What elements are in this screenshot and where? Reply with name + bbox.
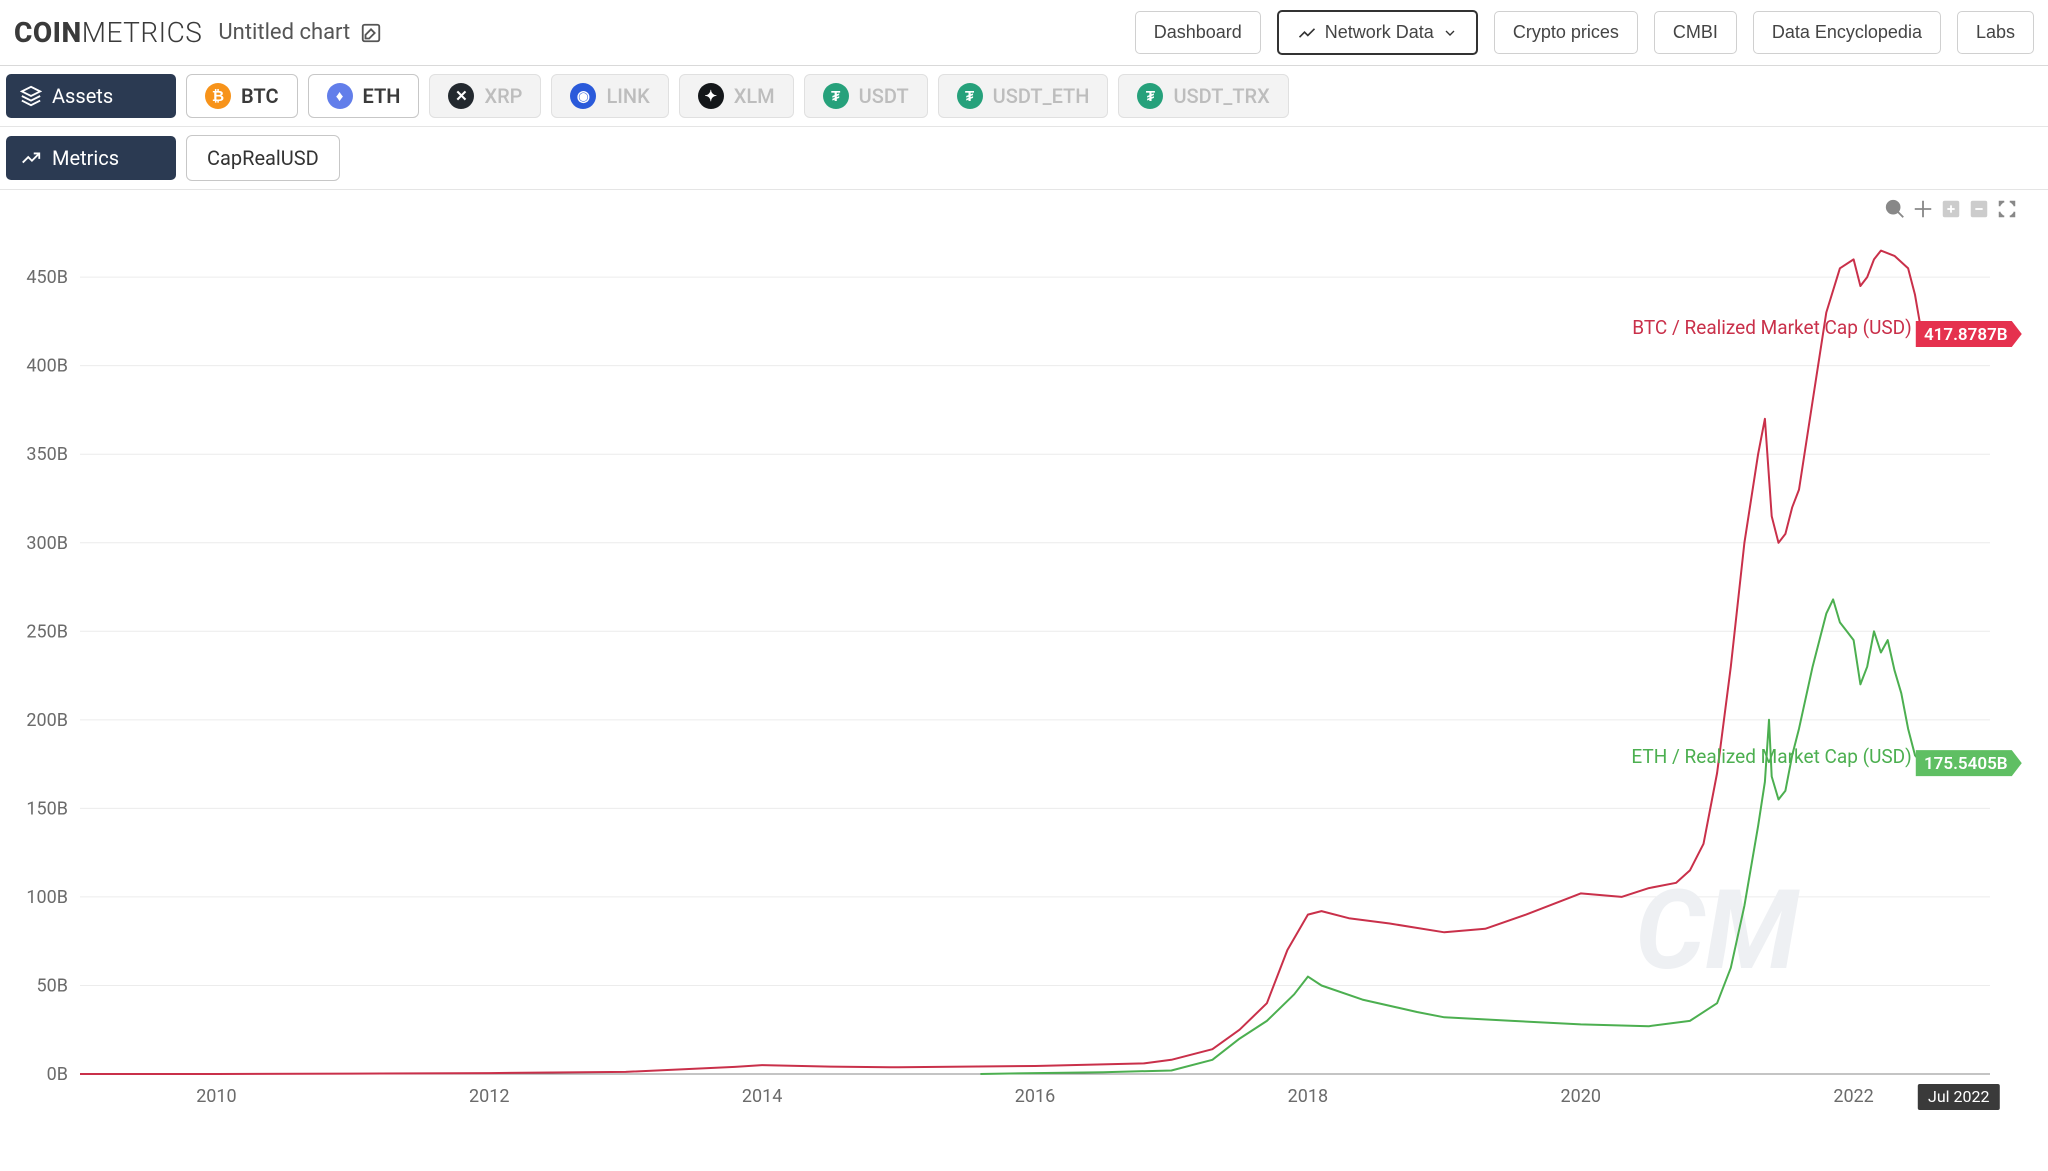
brand-light: METRICS — [82, 16, 203, 49]
asset-symbol: XLM — [734, 84, 775, 108]
metrics-label-text: Metrics — [52, 146, 119, 170]
asset-symbol: ETH — [363, 84, 401, 108]
chart-title-wrap: Untitled chart — [218, 20, 382, 45]
asset-chip-usdt[interactable]: ₮ USDT — [804, 74, 928, 118]
chevron-down-icon — [1442, 25, 1458, 41]
svg-text:2020: 2020 — [1560, 1086, 1600, 1107]
coin-icon-xlm: ✦ — [698, 83, 724, 109]
nav-crypto-prices[interactable]: Crypto prices — [1494, 11, 1638, 54]
svg-text:2016: 2016 — [1015, 1086, 1055, 1107]
nav-labs[interactable]: Labs — [1957, 11, 2034, 54]
metrics-label-chip[interactable]: Metrics — [6, 136, 176, 180]
nav-dashboard[interactable]: Dashboard — [1135, 11, 1261, 54]
series-label: BTC / Realized Market Cap (USD) — [1632, 316, 1912, 339]
metric-chip[interactable]: CapRealUSD — [186, 135, 340, 181]
asset-chip-usdt_trx[interactable]: ₮ USDT_TRX — [1118, 74, 1288, 118]
asset-chip-btc[interactable]: ₿ BTC — [186, 74, 298, 118]
nav-data-encyclopedia[interactable]: Data Encyclopedia — [1753, 11, 1941, 54]
chart-toolbar — [1884, 198, 2018, 220]
pan-icon[interactable] — [1912, 198, 1934, 220]
value-badge-text: 175.5405B — [1924, 754, 2008, 774]
asset-chip-link[interactable]: ◉ LINK — [551, 74, 668, 118]
svg-text:250B: 250B — [26, 621, 68, 642]
metrics-row: Metrics CapRealUSD — [0, 127, 2048, 190]
svg-text:400B: 400B — [26, 356, 68, 377]
asset-chip-list: ₿ BTC ♦ ETH ✕ XRP ◉ LINK ✦ XLM ₮ USDT ₮ USDT_ETH ₮ USDT… — [186, 74, 1289, 118]
zoom-out-icon[interactable] — [1968, 198, 1990, 220]
coin-icon-eth: ♦ — [327, 83, 353, 109]
asset-chip-eth[interactable]: ♦ ETH — [308, 74, 420, 118]
svg-text:2022: 2022 — [1833, 1086, 1873, 1107]
asset-symbol: LINK — [606, 84, 649, 108]
zoom-icon[interactable] — [1884, 198, 1906, 220]
coin-icon-btc: ₿ — [205, 83, 231, 109]
coin-icon-usdt: ₮ — [823, 83, 849, 109]
svg-text:350B: 350B — [26, 444, 68, 465]
brand-bold: COIN — [14, 16, 82, 49]
svg-text:0B: 0B — [47, 1064, 68, 1085]
value-badge-text: 417.8787B — [1924, 325, 2008, 345]
svg-text:150B: 150B — [26, 798, 68, 819]
coin-icon-link: ◉ — [570, 83, 596, 109]
chart-svg[interactable]: 0B 50B 100B 150B 200B 250B 300B 350B 400B 450B 201… — [10, 194, 2034, 1134]
asset-chip-xlm[interactable]: ✦ XLM — [679, 74, 794, 118]
asset-symbol: USDT_ETH — [993, 84, 1090, 108]
line-chart-icon — [1297, 23, 1317, 43]
coin-icon-usdt_trx: ₮ — [1137, 83, 1163, 109]
asset-symbol: USDT — [859, 84, 909, 108]
edit-icon[interactable] — [360, 22, 382, 44]
hover-date-text: Jul 2022 — [1928, 1087, 1989, 1106]
layers-icon — [20, 85, 42, 107]
asset-symbol: XRP — [484, 84, 522, 108]
chart-area: 0B 50B 100B 150B 200B 250B 300B 350B 400B 450B 201… — [0, 190, 2048, 1148]
assets-row: Assets ₿ BTC ♦ ETH ✕ XRP ◉ LINK ✦ XLM ₮ USDT ₮ USDT_E… — [0, 66, 2048, 127]
svg-text:450B: 450B — [26, 267, 68, 288]
assets-label-text: Assets — [52, 84, 113, 108]
chart-title: Untitled chart — [218, 20, 350, 45]
svg-text:2012: 2012 — [469, 1086, 509, 1107]
svg-text:2018: 2018 — [1288, 1086, 1328, 1107]
coin-icon-xrp: ✕ — [448, 83, 474, 109]
zoom-in-icon[interactable] — [1940, 198, 1962, 220]
nav-network-data[interactable]: Network Data — [1277, 10, 1478, 55]
svg-text:100B: 100B — [26, 887, 68, 908]
svg-text:2014: 2014 — [742, 1086, 782, 1107]
fullscreen-icon[interactable] — [1996, 198, 2018, 220]
coin-icon-usdt_eth: ₮ — [957, 83, 983, 109]
svg-text:300B: 300B — [26, 533, 68, 554]
asset-chip-xrp[interactable]: ✕ XRP — [429, 74, 541, 118]
svg-text:50B: 50B — [37, 975, 68, 996]
brand-logo: COINMETRICS — [14, 16, 202, 49]
nav-cmbi[interactable]: CMBI — [1654, 11, 1737, 54]
asset-chip-usdt_eth[interactable]: ₮ USDT_ETH — [938, 74, 1109, 118]
svg-text:200B: 200B — [26, 710, 68, 731]
assets-label-chip[interactable]: Assets — [6, 74, 176, 118]
asset-symbol: BTC — [241, 84, 279, 108]
trend-icon — [20, 147, 42, 169]
svg-text:2010: 2010 — [196, 1086, 236, 1107]
top-header: COINMETRICS Untitled chart Dashboard Net… — [0, 0, 2048, 66]
series-label: ETH / Realized Market Cap (USD) — [1631, 745, 1911, 768]
asset-symbol: USDT_TRX — [1173, 84, 1269, 108]
